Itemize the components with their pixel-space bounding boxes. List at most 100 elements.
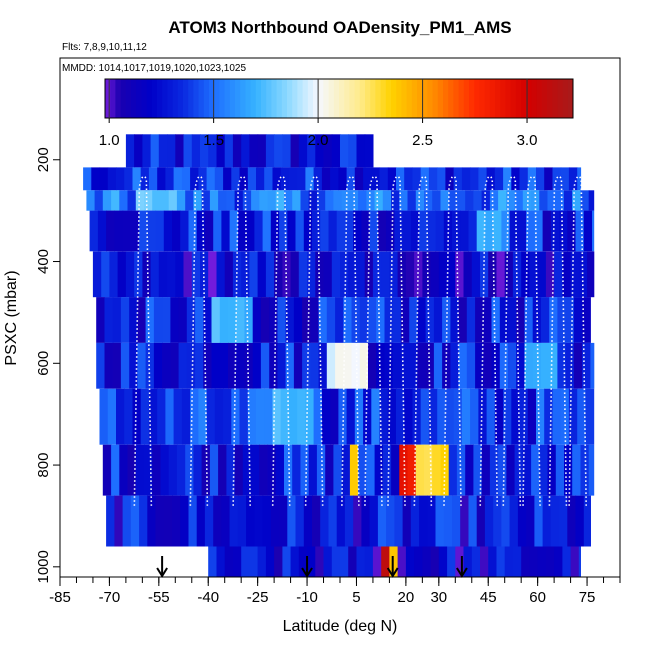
heat-cell	[425, 297, 435, 343]
heat-cell	[570, 251, 580, 298]
heat-cell	[219, 342, 229, 389]
heat-cell	[292, 444, 301, 496]
heat-cell	[213, 495, 222, 547]
heat-cell	[565, 342, 575, 389]
colorbar: 1.0 1.5 2.0 2.5 3.0	[99, 78, 574, 149]
heat-cell	[588, 190, 595, 211]
heat-cell	[275, 444, 285, 496]
heat-cell	[371, 167, 381, 191]
heat-cell	[447, 251, 456, 298]
heat-cell	[152, 190, 161, 211]
colorbar-segment	[209, 79, 215, 118]
heat-cell	[361, 495, 371, 547]
heat-cell	[124, 167, 133, 191]
heat-cell	[438, 546, 448, 577]
chart-title: ATOM3 Northbound OADensity_PM1_AMS	[168, 18, 511, 37]
heat-cell	[445, 167, 455, 191]
heat-cell	[488, 251, 497, 298]
heat-cell	[157, 167, 166, 191]
flight-track	[479, 175, 499, 506]
heat-cell	[475, 342, 484, 389]
heat-cell	[478, 388, 488, 445]
heat-cell	[259, 444, 269, 496]
heat-cell	[524, 342, 534, 389]
heat-cell	[185, 444, 194, 496]
heat-cell	[298, 134, 308, 168]
colorbar-segment	[567, 79, 574, 118]
heat-cell	[247, 388, 257, 445]
heat-cell	[381, 546, 390, 577]
heat-cell	[262, 210, 272, 252]
heat-cell	[473, 190, 483, 211]
colorbar-segment	[500, 79, 506, 118]
colorbar-segment	[562, 79, 569, 118]
x-axis-title: Latitude (deg N)	[283, 618, 398, 635]
heat-cell	[172, 210, 181, 252]
heat-cell	[575, 210, 585, 252]
heat-cell	[508, 342, 517, 389]
colorbar-segment	[479, 79, 486, 118]
heat-cell	[475, 297, 484, 343]
heat-cell	[223, 167, 232, 191]
heat-cell	[216, 251, 226, 298]
heat-cell	[363, 167, 372, 191]
heat-cell	[348, 134, 357, 168]
heat-cell	[185, 190, 194, 211]
heat-cell	[150, 251, 160, 298]
heat-cell	[200, 251, 209, 298]
colorbar-segment	[167, 79, 174, 118]
heat-cell	[96, 297, 105, 343]
heat-cell	[460, 210, 469, 252]
x-tick-label: 30	[430, 589, 447, 606]
heat-cell	[377, 210, 387, 252]
heat-cell	[144, 190, 153, 211]
heat-cell	[204, 495, 214, 547]
heat-cell	[186, 297, 196, 343]
heat-cell	[229, 210, 239, 252]
heat-cell	[363, 388, 372, 445]
colorbar-segment	[557, 79, 564, 118]
heat-cell	[188, 210, 198, 252]
heat-cell	[368, 297, 377, 343]
heat-cell	[381, 251, 390, 298]
heat-cell	[580, 444, 590, 496]
heat-cell	[419, 210, 428, 252]
heat-cell	[516, 297, 525, 343]
heat-cell	[274, 546, 283, 577]
heat-cell	[152, 444, 161, 496]
heat-cell	[428, 167, 438, 191]
heat-cell	[504, 546, 514, 577]
heat-cell	[343, 297, 353, 343]
heat-cell	[198, 388, 208, 445]
heat-cell	[511, 167, 521, 191]
heat-cell	[438, 251, 448, 298]
heat-cell	[410, 495, 420, 547]
heat-cell	[325, 444, 334, 496]
heat-cell	[200, 134, 209, 168]
heat-cell	[364, 251, 374, 298]
heat-cell	[213, 210, 222, 252]
heat-cell	[349, 190, 359, 211]
heat-cell	[198, 167, 208, 191]
heat-cell	[290, 251, 300, 298]
heat-cell	[234, 190, 244, 211]
heat-cell	[331, 251, 341, 298]
heat-cell	[331, 546, 341, 577]
heat-cell	[303, 495, 313, 547]
heat-cell	[450, 342, 460, 389]
heat-cell	[577, 388, 586, 445]
heat-cell	[264, 167, 273, 191]
heat-cell	[239, 167, 249, 191]
heat-cell	[307, 134, 316, 168]
heat-cell	[285, 342, 295, 389]
heat-cell	[547, 190, 557, 211]
heat-cell	[201, 444, 211, 496]
heat-cell	[155, 495, 165, 547]
heat-cell	[415, 444, 425, 496]
heat-cell	[506, 444, 516, 496]
heat-cell	[97, 210, 107, 252]
colorbar-segment	[474, 79, 480, 118]
heat-cell	[557, 297, 567, 343]
heat-cell	[384, 297, 394, 343]
